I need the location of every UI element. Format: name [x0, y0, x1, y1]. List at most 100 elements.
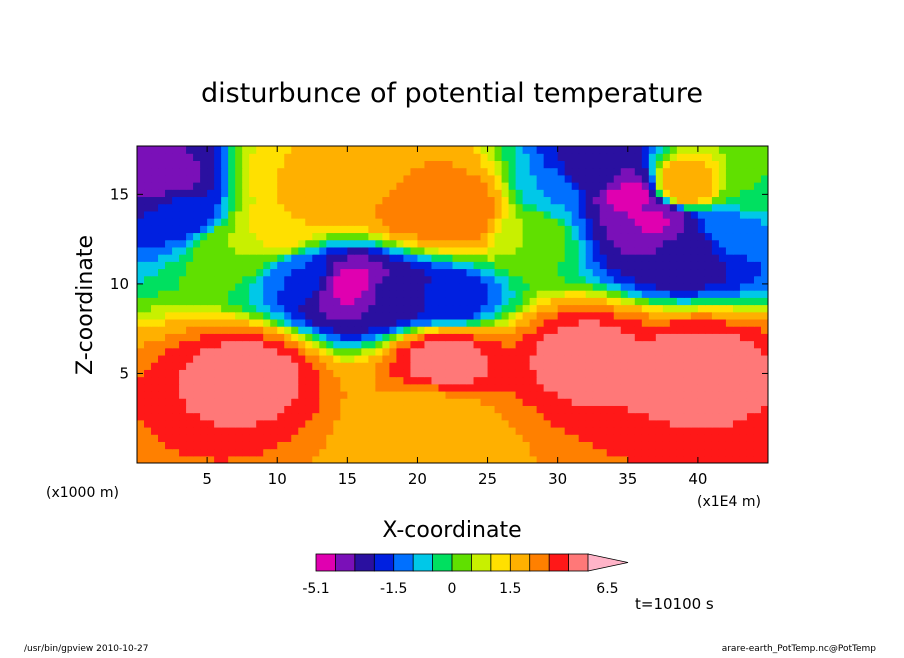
heatmap-cell	[543, 290, 552, 298]
heatmap-cell	[487, 275, 496, 284]
heatmap-cell	[536, 311, 545, 320]
heatmap-cell	[655, 218, 664, 226]
heatmap-cell	[522, 153, 531, 161]
heatmap-cell	[347, 261, 355, 270]
heatmap-cell	[207, 340, 215, 349]
heatmap-cell	[228, 232, 236, 241]
heatmap-cell	[669, 448, 678, 457]
heatmap-cell	[669, 282, 678, 291]
heatmap-cell	[179, 354, 187, 363]
heatmap-cell	[746, 383, 755, 392]
heatmap-cell	[669, 189, 678, 198]
heatmap-cell	[403, 383, 412, 392]
heatmap-cell	[179, 347, 187, 356]
heatmap-cell	[592, 362, 601, 370]
heatmap-cell	[375, 326, 383, 334]
heatmap-cell	[578, 268, 587, 277]
heatmap-cell	[445, 369, 454, 378]
heatmap-cell	[165, 398, 173, 406]
heatmap-cell	[578, 426, 587, 435]
heatmap-cell	[746, 239, 755, 248]
heatmap-cell	[200, 376, 208, 385]
heatmap-cell	[494, 318, 503, 327]
heatmap-cell	[186, 318, 194, 327]
heatmap-cell	[739, 160, 748, 169]
heatmap-cell	[508, 239, 517, 248]
heatmap-cell	[431, 376, 440, 385]
heatmap-cell	[137, 218, 145, 226]
heatmap-cell	[137, 383, 145, 392]
heatmap-cell	[459, 390, 468, 399]
heatmap-cell	[606, 333, 615, 342]
heatmap-cell	[564, 239, 573, 248]
heatmap-cell	[683, 376, 692, 385]
heatmap-cell	[186, 362, 194, 370]
heatmap-cell	[221, 268, 229, 277]
heatmap-cell	[256, 254, 264, 262]
heatmap-cell	[690, 153, 699, 161]
heatmap-cell	[396, 196, 405, 205]
heatmap-cell	[207, 239, 215, 248]
heatmap-cell	[305, 311, 313, 320]
heatmap-cell	[291, 354, 299, 363]
heatmap-cell	[368, 448, 376, 457]
heatmap-cell	[410, 333, 419, 342]
heatmap-cell	[403, 290, 412, 298]
heatmap-cell	[417, 455, 426, 463]
heatmap-cell	[697, 297, 706, 306]
heatmap-cell	[242, 210, 250, 219]
heatmap-cell	[557, 196, 566, 205]
heatmap-cell	[627, 297, 636, 306]
heatmap-cell	[396, 160, 405, 169]
heatmap-cell	[473, 290, 482, 298]
heatmap-cell	[550, 196, 559, 205]
heatmap-cell	[144, 196, 152, 205]
heatmap-cell	[697, 153, 706, 161]
heatmap-cell	[375, 405, 383, 414]
heatmap-cell	[571, 225, 580, 234]
heatmap-cell	[620, 189, 629, 198]
heatmap-cell	[277, 239, 285, 248]
heatmap-cell	[396, 419, 405, 428]
heatmap-cell	[620, 441, 629, 450]
heatmap-cell	[592, 383, 601, 392]
heatmap-cell	[592, 189, 601, 198]
heatmap-cell	[221, 340, 229, 349]
heatmap-cell	[151, 146, 159, 154]
heatmap-cell	[697, 326, 706, 334]
heatmap-cell	[564, 333, 573, 342]
heatmap-cell	[578, 369, 587, 378]
heatmap-cell	[431, 239, 440, 248]
heatmap-cell	[179, 268, 187, 277]
heatmap-cell	[732, 254, 741, 262]
heatmap-cell	[375, 275, 383, 284]
heatmap-cell	[277, 282, 285, 291]
heatmap-cell	[312, 340, 320, 349]
heatmap-cell	[410, 419, 419, 428]
heatmap-cell	[515, 239, 524, 248]
heatmap-cell	[361, 434, 369, 442]
heatmap-cell	[732, 390, 741, 399]
heatmap-cell	[690, 268, 699, 277]
heatmap-cell	[410, 390, 419, 399]
heatmap-cell	[193, 412, 201, 421]
heatmap-cell	[193, 246, 201, 255]
heatmap-cell	[690, 412, 699, 421]
heatmap-cell	[172, 167, 180, 176]
heatmap-cell	[578, 290, 587, 298]
heatmap-cell	[753, 304, 762, 313]
heatmap-cell	[165, 282, 173, 291]
heatmap-cell	[550, 304, 559, 313]
heatmap-cell	[725, 354, 734, 363]
heatmap-cell	[578, 340, 587, 349]
heatmap-cell	[697, 189, 706, 198]
heatmap-cell	[592, 297, 601, 306]
footer-left: /usr/bin/gpview 2010-10-27	[24, 644, 148, 654]
heatmap-cell	[326, 160, 334, 169]
heatmap-cell	[585, 225, 594, 234]
heatmap-cell	[620, 196, 629, 205]
heatmap-cell	[137, 146, 145, 154]
heatmap-cell	[144, 275, 152, 284]
heatmap-cell	[277, 405, 285, 414]
heatmap-cell	[263, 434, 271, 442]
